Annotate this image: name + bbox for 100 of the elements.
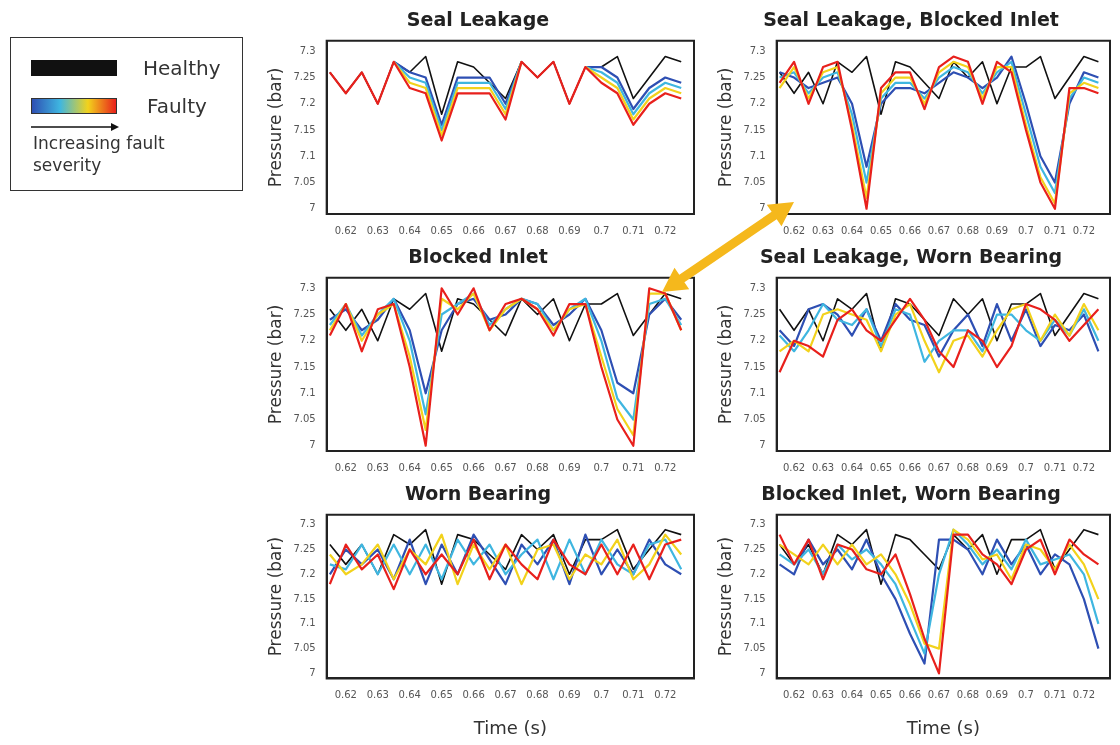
y-tick-label: 7.25 xyxy=(743,308,766,320)
x-tick-label: 0.67 xyxy=(927,688,951,700)
y-tick-label: 7 xyxy=(759,202,766,214)
y-tick-label: 7.1 xyxy=(749,617,766,629)
x-tick-label: 0.7 xyxy=(1017,461,1034,473)
x-tick-label: 0.68 xyxy=(956,461,980,473)
x-tick-label: 0.65 xyxy=(430,461,453,473)
x-tick-label: 0.65 xyxy=(869,688,893,700)
x-tick-label: 0.63 xyxy=(811,224,835,236)
x-tick-label: 0.68 xyxy=(526,461,549,473)
x-tick-label: 0.72 xyxy=(654,461,677,473)
y-tick-label: 7.15 xyxy=(743,592,766,604)
y-tick-label: 7.2 xyxy=(299,97,316,109)
y-tick-label: 7.05 xyxy=(293,413,316,425)
y-axis-title: Pressure (bar) xyxy=(264,304,285,425)
y-tick-label: 7.1 xyxy=(749,386,766,398)
x-tick-label: 0.65 xyxy=(869,461,893,473)
x-tick-label: 0.68 xyxy=(956,224,980,236)
x-tick-label: 0.7 xyxy=(1017,224,1034,236)
x-tick-label: 0.69 xyxy=(558,688,581,700)
x-tick-label: 0.64 xyxy=(398,688,421,700)
x-tick-label: 0.66 xyxy=(898,461,922,473)
chart-title: Seal Leakage xyxy=(406,8,550,31)
chart-title: Seal Leakage, Worn Bearing xyxy=(759,245,1063,268)
x-tick-label: 0.67 xyxy=(494,461,517,473)
y-tick-label: 7 xyxy=(309,202,316,214)
x-tick-label: 0.71 xyxy=(1043,688,1067,700)
x-tick-label: 0.64 xyxy=(840,688,864,700)
y-tick-label: 7.15 xyxy=(293,592,316,604)
y-tick-label: 7.15 xyxy=(293,360,316,372)
x-tick-label: 0.63 xyxy=(366,461,389,473)
x-tick-label: 0.64 xyxy=(398,224,421,236)
x-tick-label: 0.65 xyxy=(430,688,453,700)
y-tick-label: 7.05 xyxy=(743,413,766,425)
x-tick-label: 0.69 xyxy=(558,224,581,236)
x-tick-label: 0.69 xyxy=(985,461,1009,473)
x-tick-label: 0.69 xyxy=(558,461,581,473)
x-tick-label: 0.63 xyxy=(366,224,389,236)
x-tick-label: 0.63 xyxy=(811,688,835,700)
y-tick-label: 7.3 xyxy=(299,44,316,56)
y-tick-label: 7.05 xyxy=(743,642,766,654)
x-tick-label: 0.63 xyxy=(366,688,389,700)
y-tick-label: 7 xyxy=(309,667,316,679)
y-tick-label: 7.3 xyxy=(749,281,766,293)
y-tick-label: 7.2 xyxy=(749,567,766,579)
y-tick-label: 7.05 xyxy=(293,642,316,654)
y-tick-label: 7.3 xyxy=(749,44,766,56)
x-tick-label: 0.69 xyxy=(985,224,1009,236)
x-tick-label: 0.64 xyxy=(398,461,421,473)
x-tick-label: 0.71 xyxy=(1043,461,1067,473)
x-tick-label: 0.66 xyxy=(462,461,485,473)
x-tick-label: 0.66 xyxy=(462,688,485,700)
x-tick-label: 0.71 xyxy=(622,224,645,236)
y-axis-title: Pressure (bar) xyxy=(264,536,285,657)
x-tick-label: 0.71 xyxy=(622,688,645,700)
x-tick-label: 0.7 xyxy=(593,224,610,236)
y-tick-label: 7.2 xyxy=(299,567,316,579)
x-tick-label: 0.64 xyxy=(840,224,864,236)
x-axis-title: Time (s) xyxy=(472,716,547,738)
x-tick-label: 0.71 xyxy=(622,461,645,473)
x-tick-label: 0.65 xyxy=(430,224,453,236)
x-tick-label: 0.67 xyxy=(494,688,517,700)
x-tick-label: 0.68 xyxy=(956,688,980,700)
x-tick-label: 0.72 xyxy=(1072,224,1096,236)
text: Increasing fault severity xyxy=(33,132,166,176)
x-tick-label: 0.72 xyxy=(654,224,677,236)
x-tick-label: 0.67 xyxy=(494,224,517,236)
y-tick-label: 7.15 xyxy=(293,123,316,135)
y-axis-title: Pressure (bar) xyxy=(714,536,735,657)
x-axis-title: Time (s) xyxy=(905,716,980,738)
x-tick-label: 0.68 xyxy=(526,688,549,700)
x-tick-label: 0.68 xyxy=(526,224,549,236)
y-axis-title: Pressure (bar) xyxy=(714,67,735,188)
y-tick-label: 7.25 xyxy=(293,308,316,320)
x-tick-label: 0.62 xyxy=(334,224,357,236)
y-tick-label: 7 xyxy=(759,439,766,451)
y-tick-label: 7.05 xyxy=(743,176,766,188)
y-tick-label: 7 xyxy=(759,667,766,679)
y-tick-label: 7.1 xyxy=(749,149,766,161)
y-axis-title: Pressure (bar) xyxy=(714,304,735,425)
x-tick-label: 0.62 xyxy=(334,461,357,473)
y-tick-label: 7.15 xyxy=(743,360,766,372)
y-axis-title: Pressure (bar) xyxy=(264,67,285,188)
x-tick-label: 0.72 xyxy=(1072,461,1096,473)
x-tick-label: 0.62 xyxy=(782,224,806,236)
y-tick-label: 7.25 xyxy=(743,71,766,83)
x-tick-label: 0.66 xyxy=(898,688,922,700)
x-tick-label: 0.67 xyxy=(927,461,951,473)
x-tick-label: 0.72 xyxy=(1072,688,1096,700)
y-tick-label: 7.3 xyxy=(749,518,766,530)
chart-title: Worn Bearing xyxy=(404,482,552,505)
x-tick-label: 0.69 xyxy=(985,688,1009,700)
y-tick-label: 7.2 xyxy=(299,334,316,346)
x-tick-label: 0.7 xyxy=(593,461,610,473)
x-tick-label: 0.65 xyxy=(869,224,893,236)
x-tick-label: 0.66 xyxy=(462,224,485,236)
x-tick-label: 0.62 xyxy=(334,688,357,700)
y-tick-label: 7.3 xyxy=(299,518,316,530)
y-tick-label: 7.2 xyxy=(749,334,766,346)
y-tick-label: 7.15 xyxy=(743,123,766,135)
